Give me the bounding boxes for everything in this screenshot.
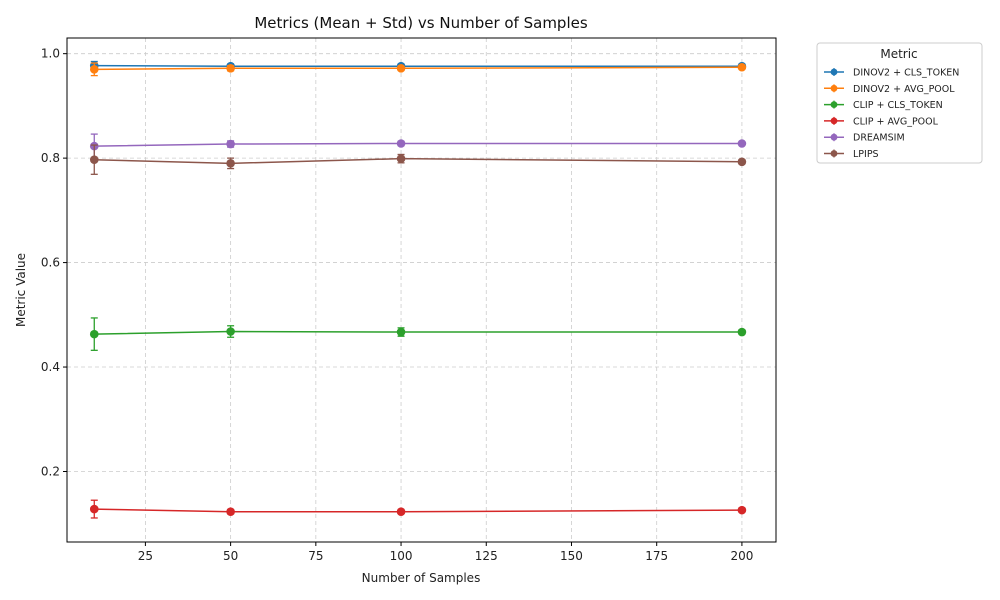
legend-title: Metric <box>880 47 917 61</box>
data-point <box>396 63 406 73</box>
legend-label: DINOV2 + CLS_TOKEN <box>853 68 959 79</box>
series-line <box>94 508 742 513</box>
data-point <box>89 504 99 514</box>
series-2 <box>89 317 747 351</box>
legend-item: DREAMSIM <box>824 133 905 144</box>
legend-label: CLIP + CLS_TOKEN <box>853 100 943 111</box>
series-line <box>94 330 742 335</box>
x-tick-label: 150 <box>560 549 583 563</box>
legend-item: CLIP + CLS_TOKEN <box>824 100 943 111</box>
y-tick-label: 1.0 <box>41 47 60 61</box>
legend-label: CLIP + AVG_POOL <box>853 116 939 127</box>
data-point <box>89 155 99 164</box>
legend-swatch-marker <box>830 101 838 108</box>
legend-swatch-marker <box>830 68 838 76</box>
x-tick-label: 100 <box>390 549 413 563</box>
y-axis-label: Metric Value <box>14 253 28 327</box>
y-axis: 0.2 0.4 0.6 0.8 1.0 <box>41 47 67 478</box>
legend-item: CLIP + AVG_POOL <box>824 116 939 127</box>
data-point <box>737 62 747 72</box>
data-point <box>396 154 406 163</box>
data-point <box>737 505 747 515</box>
legend-label: LPIPS <box>853 149 879 160</box>
legend-swatch-marker <box>830 150 838 157</box>
data-point <box>226 159 235 168</box>
x-tick-label: 200 <box>730 549 753 563</box>
data-point <box>737 139 747 148</box>
legend-item: LPIPS <box>824 149 879 160</box>
x-tick-label: 75 <box>308 549 323 563</box>
x-tick-label: 50 <box>223 549 238 563</box>
series-1 <box>89 62 747 77</box>
x-tick-label: 175 <box>645 549 668 563</box>
legend-swatch-marker <box>830 117 838 125</box>
data-point <box>396 139 406 148</box>
data-point <box>226 63 235 73</box>
plot-frame <box>66 37 777 543</box>
series-line <box>94 64 742 67</box>
legend-item: DINOV2 + AVG_POOL <box>824 84 955 95</box>
data-point <box>89 65 99 74</box>
grid <box>67 38 776 542</box>
y-tick-label: 0.2 <box>41 464 60 478</box>
data-point <box>226 139 235 149</box>
data-point <box>396 327 406 337</box>
legend-swatch-marker <box>830 133 838 141</box>
data-point <box>226 507 235 517</box>
x-tick-label: 125 <box>475 549 498 563</box>
legend-frame <box>816 42 983 164</box>
data-point <box>737 327 747 337</box>
data-point <box>89 329 99 339</box>
data-point <box>737 157 747 167</box>
legend: Metric DINOV2 + CLS_TOKEN DINOV2 + AVG_PO… <box>816 42 983 164</box>
legend-swatch-marker <box>830 84 838 92</box>
data-point <box>396 507 406 517</box>
y-tick-label: 0.6 <box>41 256 60 270</box>
legend-item: DINOV2 + CLS_TOKEN <box>824 68 959 79</box>
x-axis: 25 50 75 100 125 150 175 200 <box>138 542 753 563</box>
chart-title: Metrics (Mean + Std) vs Number of Sample… <box>254 14 588 32</box>
y-tick-label: 0.4 <box>41 360 60 374</box>
series-line <box>94 66 742 71</box>
y-tick-label: 0.8 <box>41 151 60 165</box>
data-point <box>226 327 235 336</box>
legend-label: DREAMSIM <box>853 133 905 144</box>
x-axis-label: Number of Samples <box>362 571 481 585</box>
x-tick-label: 25 <box>138 549 153 563</box>
series-4 <box>89 133 747 159</box>
series-5 <box>89 144 747 175</box>
legend-label: DINOV2 + AVG_POOL <box>853 84 955 95</box>
series-layer <box>89 60 747 519</box>
series-line <box>94 157 742 165</box>
series-line <box>94 142 742 147</box>
series-3 <box>89 499 747 519</box>
